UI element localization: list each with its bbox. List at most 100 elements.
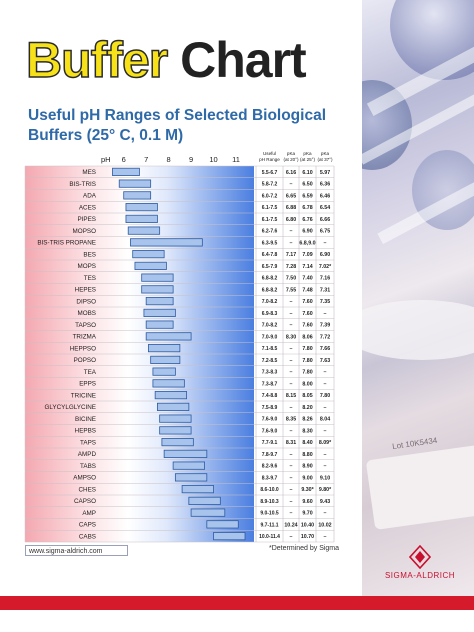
brand-name: SIGMA-ALDRICH (384, 571, 456, 580)
pka-value: – (290, 464, 293, 470)
ph-range-value: 8.6-10.0 (260, 487, 279, 493)
pka-value: 7.16 (320, 276, 330, 282)
ph-range-value: 6.8-8.2 (262, 287, 278, 293)
ph-range-bar (188, 496, 221, 505)
pka-value: 7.60 (302, 323, 312, 329)
ph-range-bar (141, 285, 174, 294)
ph-range-bar (118, 179, 152, 188)
ph-range-bar (163, 449, 208, 458)
column-header: pKa (303, 151, 312, 156)
ph-range-value: 6.9-8.3 (262, 311, 278, 317)
pka-value: 7.02* (319, 264, 332, 270)
website-url[interactable]: www.sigma-aldrich.com (25, 545, 128, 556)
ph-range-bar (130, 238, 203, 247)
pka-value: – (324, 534, 327, 540)
buffer-name: HEPES (75, 287, 96, 294)
pka-value: 7.80 (302, 370, 312, 376)
ph-range-bar (190, 508, 226, 517)
pka-value: – (290, 499, 293, 505)
buffer-name: BICINE (75, 416, 96, 423)
pka-value: 7.60 (302, 299, 312, 305)
pka-value: – (324, 464, 327, 470)
ph-range-bar (145, 320, 174, 329)
pka-value: 7.14 (302, 264, 312, 270)
buffer-name: TABS (80, 463, 96, 470)
title-word-buffer: Buffer (25, 31, 169, 89)
pka-value: 8.40 (302, 440, 312, 446)
ph-range-value: 7.3-8.7 (262, 381, 278, 387)
pka-value: – (290, 182, 293, 188)
pka-value: 10.40 (301, 522, 314, 528)
buffer-name: MOPS (77, 263, 96, 270)
ph-range-value: 7.3-8.3 (262, 370, 278, 376)
pka-value: 7.63 (320, 358, 330, 364)
pka-value: – (324, 511, 327, 517)
sigma-aldrich-logo: SIGMA-ALDRICH (372, 545, 468, 585)
pka-value: 8.26 (302, 417, 312, 423)
pka-value: 8.80 (302, 452, 312, 458)
ph-range-bar (157, 402, 190, 411)
pka-value: – (290, 346, 293, 352)
buffer-name: CAPSO (74, 498, 96, 505)
x-tick-label: 8 (167, 155, 171, 164)
product-photo: Lot 10K5434 (362, 0, 474, 596)
pka-value: – (290, 487, 293, 493)
pka-value: 7.60 (302, 311, 312, 317)
ph-range-value: 7.0-8.2 (262, 299, 278, 305)
ph-range-value: 7.0-9.0 (262, 334, 278, 340)
pka-value: – (324, 311, 327, 317)
buffer-name: AMP (82, 510, 96, 517)
ph-range-value: 7.6-9.0 (262, 417, 278, 423)
buffer-name: AMPSO (73, 475, 96, 482)
pka-value: 6.66 (320, 217, 330, 223)
ph-range-value: 6.1-7.5 (262, 205, 278, 211)
pka-value: 7.66 (320, 346, 330, 352)
pka-value: – (290, 428, 293, 434)
ph-range-value: 10.0-11.4 (259, 534, 280, 540)
title-word-chart: Chart (180, 32, 307, 88)
pka-value: – (290, 229, 293, 235)
buffer-name: HEPBS (75, 428, 96, 435)
pka-value: 8.20 (302, 405, 312, 411)
pka-value: – (324, 370, 327, 376)
ph-range-bar (145, 332, 192, 341)
column-header: pKa (287, 151, 296, 156)
ph-range-bar (112, 167, 140, 176)
ph-range-bar (152, 379, 185, 388)
buffer-name: CABS (79, 533, 96, 540)
pka-value: – (290, 405, 293, 411)
ph-range-bar (134, 261, 167, 270)
ph-range-bar (159, 414, 192, 423)
x-tick-label: 9 (189, 155, 193, 164)
buffer-name: TES (84, 275, 96, 282)
pka-value: – (324, 405, 327, 411)
pka-value: 9.43 (320, 499, 330, 505)
pka-value: – (324, 381, 327, 387)
ph-range-bar (123, 191, 152, 200)
ph-range-value: 9.0-10.5 (260, 511, 279, 517)
buffer-name: TAPSO (75, 322, 96, 329)
pka-value: 8.06 (302, 334, 312, 340)
x-tick-label: 10 (209, 155, 217, 164)
pka-value: 8.05 (302, 393, 312, 399)
pka-value: – (290, 370, 293, 376)
buffer-name: MOBS (77, 310, 96, 317)
ph-range-value: 6.4-7.8 (262, 252, 278, 258)
brand-bottom-bar (0, 596, 474, 610)
pka-value: 6.16 (286, 170, 296, 176)
pka-value: – (290, 511, 293, 517)
pka-value: 6.80 (286, 217, 296, 223)
ph-range-bar (181, 485, 214, 494)
buffer-name: ACES (79, 204, 96, 211)
chart-title: Buffer Chart (25, 30, 307, 90)
ph-range-bar (125, 214, 158, 223)
pka-value: 10.24 (284, 522, 297, 528)
ph-range-value: 8.3-9.7 (262, 475, 278, 481)
pka-value: 8.30 (302, 428, 312, 434)
pka-value: 7.48 (302, 287, 312, 293)
ph-range-bar (125, 203, 158, 212)
pka-value: 6.59 (302, 193, 312, 199)
ph-range-bar (143, 308, 176, 317)
pka-value: – (290, 311, 293, 317)
pka-value: 7.72 (320, 334, 330, 340)
